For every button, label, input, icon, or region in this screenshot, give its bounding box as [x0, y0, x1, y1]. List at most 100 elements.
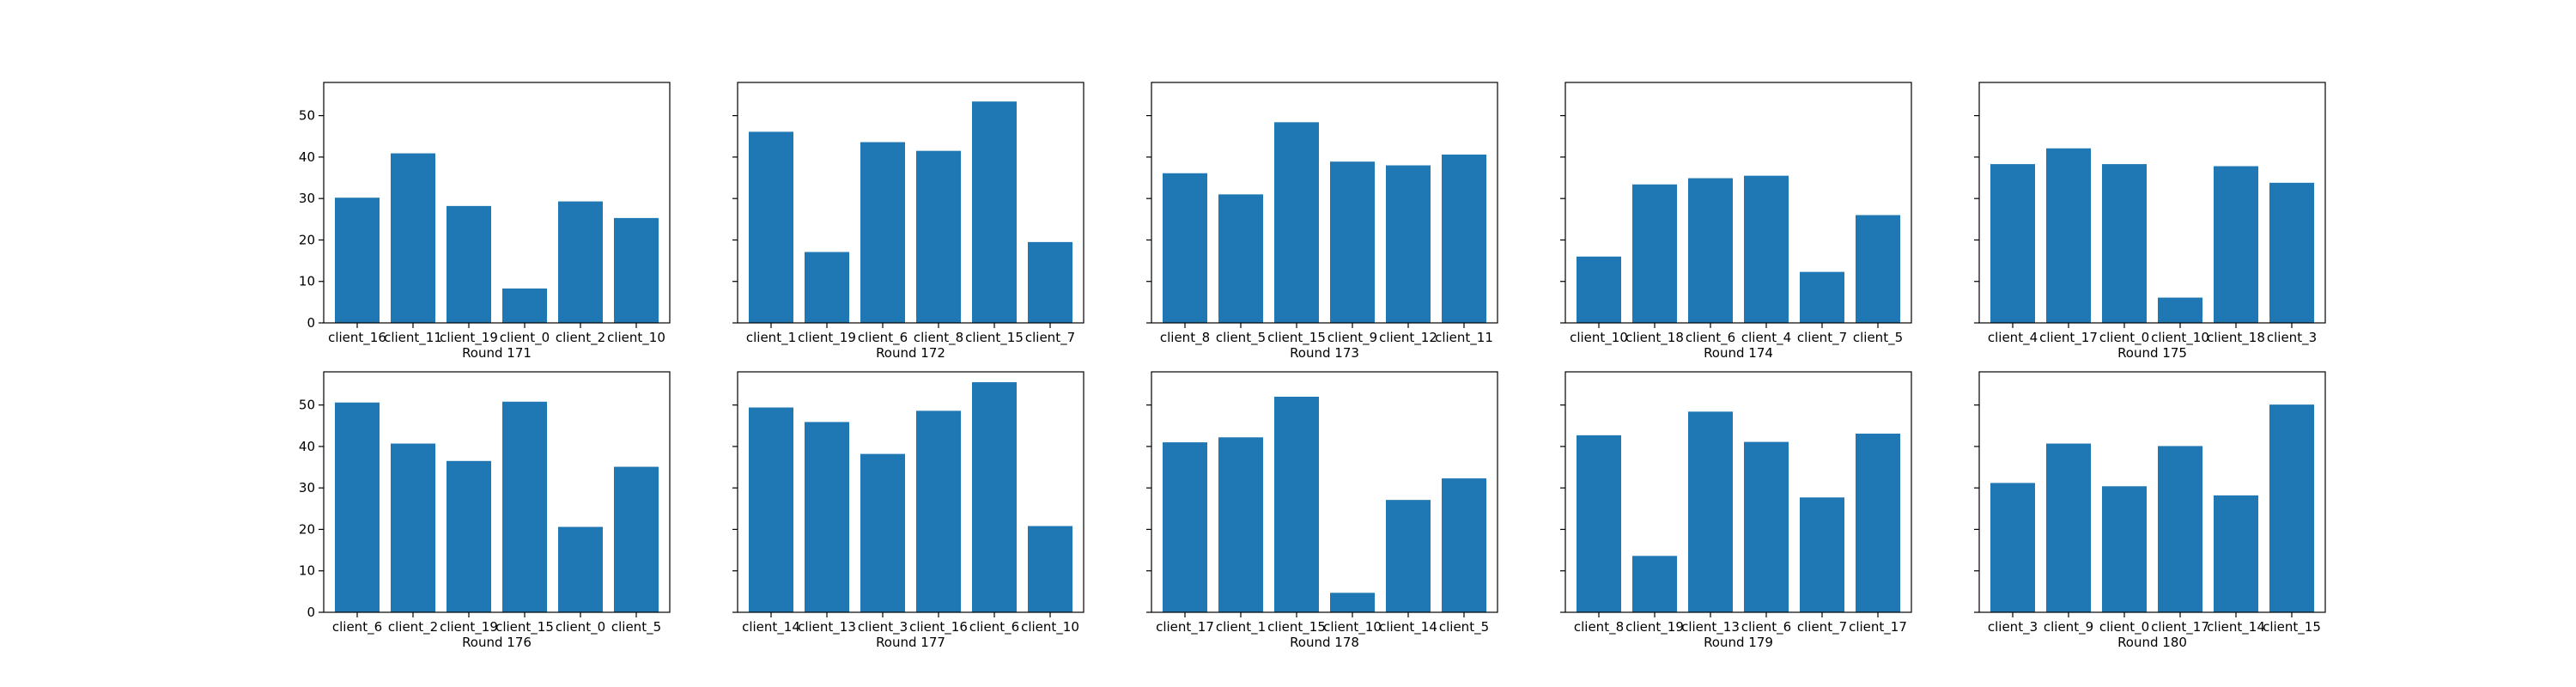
x-tick-label: client_13 [1681, 619, 1740, 635]
bar [614, 217, 659, 323]
bar [1028, 241, 1072, 323]
x-tick-label: client_0 [2099, 619, 2149, 635]
bar [2269, 404, 2314, 612]
x-tick-label: client_0 [2099, 330, 2149, 346]
subplot-10: client_3 client_9 client_0 client_17client_… [1974, 371, 2326, 650]
bar [335, 402, 380, 612]
y-tick-label: 10 [299, 274, 315, 289]
x-tick-label: client_17 [1849, 619, 1907, 635]
x-axis-label: Round 175 [2117, 345, 2187, 361]
x-tick-label: client_15 [965, 330, 1024, 346]
bar [749, 131, 793, 323]
bar [1800, 271, 1844, 323]
bar [1744, 441, 1789, 612]
x-tick-label: client_7 [1797, 619, 1847, 635]
axes-frame [1978, 371, 2326, 613]
x-tick-label: client_19 [440, 619, 498, 635]
axes-frame [1151, 371, 1498, 613]
x-tick-label: client_4 [1741, 330, 1791, 346]
x-tick-label: client_10 [607, 330, 665, 346]
x-tick-label: client_9 [2044, 619, 2093, 635]
x-tick-label: client_5 [1216, 330, 1266, 346]
bar [860, 142, 905, 323]
y-tick-label: 30 [299, 480, 315, 495]
bar [1442, 478, 1486, 612]
axes-frame [1978, 82, 2326, 324]
x-tick-label: client_3 [2267, 330, 2317, 346]
y-tick-label: 50 [299, 108, 315, 124]
bar [972, 101, 1017, 323]
x-tick-label: client_10 [1570, 330, 1628, 346]
x-tick-label: client_16 [328, 330, 386, 346]
bar [502, 288, 547, 323]
x-tick-label: client_17 [1156, 619, 1214, 635]
x-axis-label: Round 178 [1290, 635, 1359, 650]
bar [1028, 526, 1072, 612]
x-tick-label: client_7 [1025, 330, 1075, 346]
bar [749, 407, 793, 612]
y-tick-label: 40 [299, 439, 315, 454]
x-axis-label: Round 171 [462, 345, 532, 361]
axes-frame [1564, 82, 1912, 324]
axes-frame [737, 371, 1084, 613]
x-tick-label: client_14 [2207, 619, 2265, 635]
bar [391, 443, 435, 612]
y-tick-label: 20 [299, 521, 315, 537]
x-tick-label: client_13 [798, 619, 856, 635]
y-tick-label: 0 [307, 315, 315, 331]
x-tick-label: client_15 [1267, 619, 1326, 635]
x-tick-label: client_11 [384, 330, 442, 346]
axes-frame [1151, 82, 1498, 324]
bar [391, 153, 435, 323]
x-tick-label: client_15 [1267, 330, 1326, 346]
x-tick-label: client_19 [440, 330, 498, 346]
y-tick-label: 10 [299, 563, 315, 579]
x-axis-label: Round 177 [876, 635, 945, 650]
x-tick-label: client_4 [1988, 330, 2038, 346]
x-tick-label: client_10 [1021, 619, 1079, 635]
x-tick-label: client_5 [1853, 330, 1903, 346]
bar [2102, 164, 2147, 323]
bar [916, 410, 961, 612]
axes-frame [1564, 371, 1912, 613]
x-tick-label: client_17 [2039, 330, 2098, 346]
bar [2046, 443, 2091, 612]
x-tick-label: client_18 [2207, 330, 2265, 346]
bar [1632, 556, 1677, 612]
x-tick-label: client_15 [495, 619, 554, 635]
bar [1577, 435, 1621, 612]
bar [2269, 182, 2314, 323]
x-tick-label: client_16 [909, 619, 968, 635]
bar [447, 205, 491, 323]
axes-frame [737, 82, 1084, 324]
bar [335, 198, 380, 323]
bar [1577, 256, 1621, 323]
bar [2158, 297, 2202, 323]
x-tick-label: client_7 [1797, 330, 1847, 346]
x-tick-label: client_17 [2151, 619, 2209, 635]
bar [1632, 184, 1677, 323]
x-tick-label: client_2 [556, 330, 605, 346]
x-tick-label: client_3 [858, 619, 908, 635]
subplot-8: client_17 client_1 client_15client_10clien… [1146, 371, 1498, 650]
x-tick-label: client_6 [1741, 619, 1791, 635]
bar [2046, 148, 2091, 323]
bar [1688, 411, 1733, 612]
y-tick-label: 40 [299, 149, 315, 165]
x-tick-label: client_10 [1323, 619, 1382, 635]
x-tick-label: client_8 [914, 330, 963, 346]
subplot-3: client_8 client_5 client_15 client_9 client_… [1146, 82, 1498, 361]
x-tick-label: client_11 [1435, 330, 1493, 346]
x-tick-label: client_0 [556, 619, 605, 635]
bar [805, 252, 849, 323]
bar [1274, 122, 1319, 323]
bar [1688, 178, 1733, 323]
x-tick-label: client_10 [2151, 330, 2209, 346]
bar [805, 422, 849, 612]
bar [860, 453, 905, 612]
